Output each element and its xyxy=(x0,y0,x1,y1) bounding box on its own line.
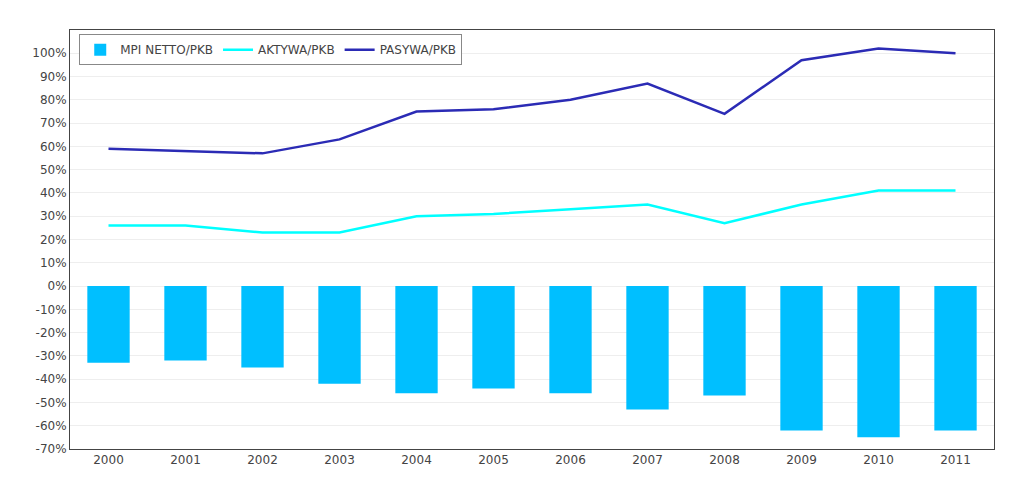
svg-text:-10%: -10% xyxy=(36,303,67,317)
svg-text:2006: 2006 xyxy=(555,453,586,467)
svg-text:2011: 2011 xyxy=(940,453,971,467)
svg-text:40%: 40% xyxy=(40,186,67,200)
svg-text:AKTYWA/PKB: AKTYWA/PKB xyxy=(258,43,335,57)
svg-text:2000: 2000 xyxy=(93,453,124,467)
svg-text:60%: 60% xyxy=(40,140,67,154)
svg-text:2005: 2005 xyxy=(478,453,509,467)
svg-text:30%: 30% xyxy=(40,209,67,223)
svg-text:70%: 70% xyxy=(40,116,67,130)
svg-text:-30%: -30% xyxy=(36,349,67,363)
svg-text:-60%: -60% xyxy=(36,419,67,433)
svg-text:2008: 2008 xyxy=(709,453,740,467)
svg-text:2003: 2003 xyxy=(324,453,355,467)
svg-text:2004: 2004 xyxy=(401,453,432,467)
svg-text:2009: 2009 xyxy=(786,453,817,467)
svg-text:20%: 20% xyxy=(40,233,67,247)
svg-text:100%: 100% xyxy=(32,46,66,60)
svg-text:0%: 0% xyxy=(48,279,67,293)
svg-text:MPI NETTO/PKB: MPI NETTO/PKB xyxy=(120,43,213,57)
svg-text:-50%: -50% xyxy=(36,396,67,410)
svg-text:90%: 90% xyxy=(40,70,67,84)
svg-text:50%: 50% xyxy=(40,163,67,177)
svg-text:-20%: -20% xyxy=(36,326,67,340)
svg-text:80%: 80% xyxy=(40,93,67,107)
svg-text:-40%: -40% xyxy=(36,372,67,386)
svg-text:-70%: -70% xyxy=(36,442,67,456)
svg-text:2002: 2002 xyxy=(247,453,278,467)
svg-text:PASYWA/PKB: PASYWA/PKB xyxy=(380,43,456,57)
svg-text:2010: 2010 xyxy=(863,453,894,467)
svg-text:2001: 2001 xyxy=(170,453,201,467)
svg-text:10%: 10% xyxy=(40,256,67,270)
svg-text:2007: 2007 xyxy=(632,453,663,467)
